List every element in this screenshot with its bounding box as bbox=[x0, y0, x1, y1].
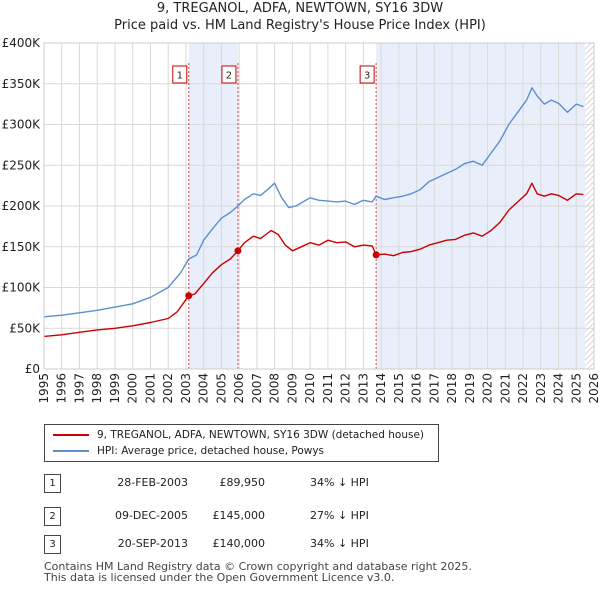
transaction-hpi: 27% ↓ HPI bbox=[310, 509, 369, 522]
x-tick-label: 2006 bbox=[232, 373, 246, 404]
x-tick-label: 2007 bbox=[250, 373, 264, 404]
chart-title: 9, TREGANOL, ADFA, NEWTOWN, SY16 3DW bbox=[156, 1, 444, 16]
transaction-point bbox=[185, 292, 193, 300]
y-tick-label: £100K bbox=[2, 281, 42, 295]
footer: Contains HM Land Registry data © Crown c… bbox=[44, 561, 472, 583]
x-tick-label: 1996 bbox=[55, 373, 69, 404]
transaction-date: 28-FEB-2003 bbox=[117, 476, 188, 489]
x-tick-label: 2019 bbox=[463, 373, 477, 404]
x-tick-label: 2018 bbox=[445, 373, 459, 404]
x-tick-label: 2012 bbox=[339, 373, 353, 404]
x-tick-label: 2023 bbox=[534, 373, 548, 404]
legend-label-property: 9, TREGANOL, ADFA, NEWTOWN, SY16 3DW (de… bbox=[97, 429, 425, 441]
x-tick-label: 2016 bbox=[410, 373, 424, 404]
transaction-point bbox=[234, 247, 242, 255]
legend-label-hpi: HPI: Average price, detached house, Powy… bbox=[97, 445, 325, 457]
x-tick-label: 2009 bbox=[285, 373, 299, 404]
transaction-marker-box bbox=[359, 65, 375, 84]
x-tick-label: 2001 bbox=[143, 373, 157, 404]
x-tick-label: 2014 bbox=[374, 373, 388, 404]
transaction-marker: 1 bbox=[44, 474, 61, 493]
x-tick-label: 2024 bbox=[552, 373, 566, 404]
transaction-marker-label: 2 bbox=[226, 71, 232, 82]
footer-copyright: Contains HM Land Registry data © Crown c… bbox=[44, 560, 472, 573]
transaction-hpi: 34% ↓ HPI bbox=[310, 537, 369, 550]
transaction-price: £145,000 bbox=[212, 509, 266, 522]
x-tick-label: 1995 bbox=[37, 373, 51, 404]
footer-licence: This data is licensed under the Open Gov… bbox=[44, 571, 395, 584]
y-tick-label: £150K bbox=[2, 240, 42, 254]
y-tick-label: £200K bbox=[2, 199, 42, 213]
legend-swatch-hpi bbox=[53, 450, 89, 452]
transaction-marker-box bbox=[172, 65, 188, 84]
transaction-price: £140,000 bbox=[212, 537, 266, 550]
transaction-marker-label: 1 bbox=[177, 71, 183, 82]
x-tick-label: 2022 bbox=[516, 373, 530, 404]
y-tick-label: £400K bbox=[2, 36, 42, 50]
x-tick-label: 2010 bbox=[303, 373, 317, 404]
y-tick-label: £350K bbox=[2, 77, 42, 91]
price-chart: 1 2 3 £0 £50K £100K £150K £200K £250K £300K £350K… bbox=[2, 36, 600, 404]
x-tick-label: 2013 bbox=[356, 373, 370, 404]
legend-item-property: 9, TREGANOL, ADFA, NEWTOWN, SY16 3DW (de… bbox=[53, 427, 424, 443]
x-tick-label: 2025 bbox=[569, 373, 583, 404]
transaction-marker-box bbox=[221, 65, 237, 84]
property-series-line bbox=[43, 182, 584, 338]
x-tick-label: 1997 bbox=[72, 373, 86, 404]
x-tick-label: 1998 bbox=[90, 373, 104, 404]
x-tick-label: 2011 bbox=[321, 373, 335, 404]
transaction-marker-label: 3 bbox=[364, 71, 370, 82]
x-tick-label: 2020 bbox=[481, 373, 495, 404]
x-tick-label: 2000 bbox=[126, 373, 140, 404]
x-tick-label: 2005 bbox=[214, 373, 228, 404]
transaction-date: 20-SEP-2013 bbox=[117, 537, 188, 550]
transaction-point bbox=[372, 251, 380, 259]
x-tick-label: 2002 bbox=[161, 373, 175, 404]
x-tick-label: 2017 bbox=[427, 373, 441, 404]
x-tick-label: 1999 bbox=[108, 373, 122, 404]
y-tick-label: £50K bbox=[9, 321, 41, 335]
legend-item-hpi: HPI: Average price, detached house, Powy… bbox=[53, 443, 324, 459]
x-tick-label: 2004 bbox=[197, 373, 211, 404]
y-tick-label: £250K bbox=[2, 158, 42, 172]
legend: 9, TREGANOL, ADFA, NEWTOWN, SY16 3DW (de… bbox=[44, 424, 439, 462]
plot-frame bbox=[43, 42, 595, 370]
transaction-date: 09-DEC-2005 bbox=[114, 509, 188, 522]
transaction-hpi: 34% ↓ HPI bbox=[310, 476, 369, 489]
transaction-price: £89,950 bbox=[219, 476, 266, 489]
y-tick-label: £0 bbox=[25, 362, 40, 376]
x-tick-label: 2008 bbox=[268, 373, 282, 404]
chart-subtitle: Price paid vs. HM Land Registry's House … bbox=[114, 18, 486, 33]
legend-swatch-property bbox=[53, 434, 89, 436]
x-tick-label: 2021 bbox=[498, 373, 512, 404]
x-tick-label: 2003 bbox=[179, 373, 193, 404]
hpi-series-line bbox=[43, 87, 584, 318]
y-tick-label: £300K bbox=[2, 118, 42, 132]
x-tick-label: 2026 bbox=[587, 373, 600, 404]
transaction-marker: 2 bbox=[44, 507, 61, 526]
x-tick-label: 2015 bbox=[392, 373, 406, 404]
transaction-marker: 3 bbox=[44, 535, 61, 554]
